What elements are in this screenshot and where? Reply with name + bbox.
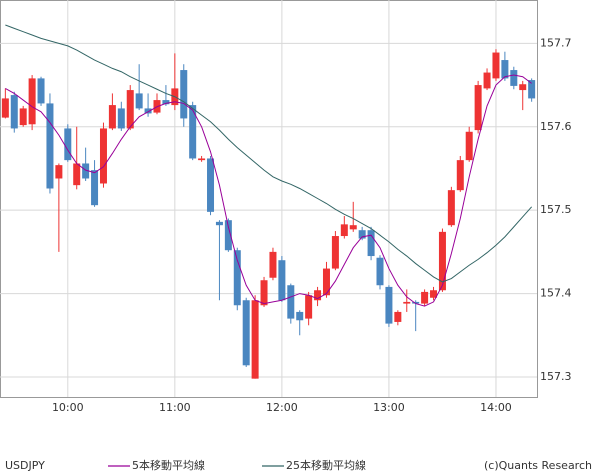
candle-body <box>510 70 518 86</box>
candle-body <box>260 280 268 306</box>
candle-body <box>55 165 63 179</box>
candle-body <box>215 221 223 226</box>
candle-body <box>483 72 491 89</box>
candle-body <box>412 301 420 304</box>
candle-body <box>126 90 134 129</box>
x-tick-label: 14:00 <box>480 401 512 414</box>
candle-body <box>189 105 197 159</box>
candle-body <box>314 290 322 301</box>
candle-body <box>180 70 188 119</box>
candle-body <box>64 128 72 161</box>
candle-body <box>492 52 500 79</box>
moving-average-line <box>5 24 533 283</box>
candle-body <box>367 230 375 257</box>
candle-body <box>519 84 527 91</box>
x-tick-label: 12:00 <box>266 401 298 414</box>
candle-body <box>117 108 125 129</box>
legend-ma25: 25本移動平均線 <box>286 458 366 472</box>
candle-body <box>99 128 107 184</box>
candle-body <box>207 158 215 212</box>
candle-body <box>465 131 473 161</box>
candle-body <box>233 250 241 306</box>
candle-body <box>385 286 393 324</box>
y-tick-label: 157.5 <box>540 203 572 216</box>
candle-body <box>91 170 99 206</box>
labels: 157.3 157.4 157.5 157.6 157.7 10:00 11:00 12:00… <box>52 36 572 414</box>
candle-body <box>305 295 313 319</box>
candle-body <box>19 108 27 126</box>
source: (c)Quants Research <box>484 459 592 472</box>
candle-body <box>403 301 411 304</box>
candle-body <box>296 311 304 321</box>
candle-body <box>224 220 232 251</box>
candle-body <box>331 236 339 269</box>
candle-body <box>421 291 429 304</box>
candle-body <box>528 80 536 99</box>
plot-frame <box>0 0 538 398</box>
candle-body <box>28 78 36 125</box>
legend-candles: USDJPY <box>5 459 45 472</box>
candle-body <box>73 163 81 186</box>
candle-body <box>456 160 464 191</box>
candle-body <box>251 300 259 379</box>
y-tick-label: 157.3 <box>540 370 572 383</box>
candle-body <box>135 93 143 109</box>
candle-body <box>10 95 18 129</box>
marks <box>1 24 536 379</box>
candle-body <box>82 163 90 179</box>
x-tick-label: 13:00 <box>373 401 405 414</box>
candle-body <box>438 231 446 291</box>
candle-body <box>349 225 357 230</box>
candle-body <box>278 260 286 301</box>
candle-body <box>1 98 9 118</box>
candle-body <box>358 230 366 239</box>
moving-average-line <box>5 74 532 307</box>
y-tick-label: 157.6 <box>540 120 572 133</box>
candle-body <box>376 257 384 286</box>
candle-body <box>269 251 277 278</box>
candle-body <box>447 190 455 226</box>
candle-body <box>198 158 206 161</box>
candle-body <box>287 285 295 319</box>
candle-body <box>340 224 348 237</box>
candle-body <box>108 105 116 129</box>
candle-body <box>162 100 170 105</box>
candle-body <box>144 108 152 114</box>
candle-body <box>474 85 482 131</box>
x-tick-label: 10:00 <box>52 401 84 414</box>
candle-body <box>394 311 402 322</box>
candle-body <box>322 268 330 296</box>
candle-body <box>46 103 54 189</box>
y-tick-label: 157.4 <box>540 287 572 300</box>
candle-body <box>430 290 438 298</box>
candle-body <box>242 300 250 366</box>
candle-body <box>37 78 45 104</box>
candle-body <box>501 60 509 79</box>
y-tick-label: 157.7 <box>540 36 572 49</box>
legend-ma5: 5本移動平均線 <box>132 458 205 472</box>
x-tick-label: 11:00 <box>159 401 191 414</box>
